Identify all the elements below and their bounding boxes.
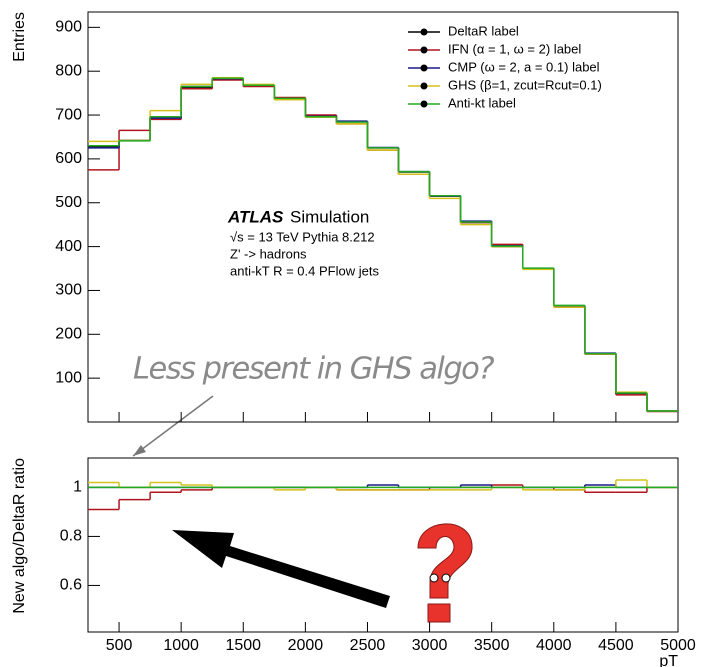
x-tick-label: 1000 (163, 637, 199, 654)
x-tick-label: 1500 (225, 637, 261, 654)
y-tick-label: 300 (55, 282, 82, 299)
legend-marker (420, 82, 428, 90)
question-icon (417, 523, 473, 623)
annotation: √s = 13 TeV Pythia 8.212 (230, 229, 375, 244)
note-arrow-head (133, 445, 146, 456)
legend-marker (420, 28, 428, 36)
legend-label: CMP (ω = 2, a = 0.1) label (448, 59, 600, 74)
y-tick-label: 700 (55, 106, 82, 123)
note-arrow (132, 395, 214, 457)
legend-label: DeltaR label (448, 23, 519, 38)
x-tick-label: 2000 (288, 637, 324, 654)
y-tick-label: 600 (55, 150, 82, 167)
y-tick-label: 100 (55, 369, 82, 386)
y-tick-label: 0.8 (60, 528, 82, 545)
x-tick-label: 4000 (536, 637, 572, 654)
y-tick-label: 800 (55, 62, 82, 79)
legend-label: GHS (β=1, zcut=Rcut=0.1) (448, 77, 602, 92)
big-arrow (172, 530, 390, 608)
legend-marker (420, 46, 428, 54)
legend-marker (420, 100, 428, 108)
plot-frame (87, 457, 679, 633)
annotation: Simulation (290, 207, 369, 226)
x-tick-label: 500 (106, 637, 133, 654)
legend-marker (420, 64, 428, 72)
annotation: anti-kT R = 0.4 PFlow jets (230, 263, 379, 278)
question-eye (441, 573, 451, 583)
x-tick-label: 3000 (412, 637, 448, 654)
y-tick-label: 200 (55, 326, 82, 343)
overlay (132, 395, 473, 623)
y-tick-label: 1 (73, 479, 82, 496)
question-eye (429, 573, 439, 583)
x-tick-label: 3500 (474, 637, 510, 654)
overlay-note: Less present in GHS algo? (133, 352, 495, 387)
annotation: ATLAS (227, 207, 284, 226)
legend-label: IFN (α = 1, ω = 2) label (448, 41, 581, 56)
y-tick-label: 400 (55, 238, 82, 255)
y-axis-label: New algo/DeltaR ratio (11, 458, 28, 614)
x-tick-label: 2500 (350, 637, 386, 654)
y-tick-label: 500 (55, 194, 82, 211)
y-tick-label: 900 (55, 19, 82, 36)
legend-label: Anti-kt label (448, 95, 516, 110)
x-axis-label: pT (659, 653, 678, 667)
x-tick-label: 4500 (598, 637, 634, 654)
y-axis-label: Entries (11, 12, 28, 62)
annotation: Z' -> hadrons (230, 246, 307, 261)
y-tick-label: 0.6 (60, 577, 82, 594)
x-tick-label: 5000 (660, 637, 696, 654)
plot-frame (87, 11, 679, 423)
